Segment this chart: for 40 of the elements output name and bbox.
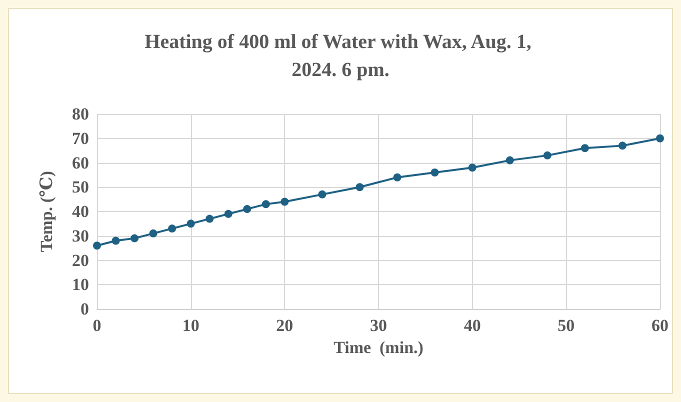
point — [243, 205, 252, 214]
y-tick-label: 40 — [72, 202, 89, 221]
x-tick-label: 0 — [92, 316, 102, 335]
x-axis-title: Time (min.) — [334, 338, 424, 357]
x-tick-label: 50 — [558, 316, 575, 335]
point — [468, 164, 476, 172]
y-tick-label: 10 — [72, 275, 89, 294]
y-tick-label: 60 — [72, 153, 89, 172]
y-tick-label: 50 — [72, 178, 89, 197]
point — [93, 242, 101, 250]
point — [356, 183, 364, 192]
y-tick-label: 0 — [80, 300, 89, 318]
point — [112, 236, 120, 245]
point — [656, 134, 664, 142]
point — [580, 144, 589, 152]
point — [186, 220, 195, 228]
x-tick-label: 40 — [464, 316, 481, 335]
point — [130, 234, 139, 242]
x-tick-label: 60 — [652, 316, 668, 335]
point — [224, 210, 232, 218]
y-tick-label: 30 — [72, 226, 89, 246]
x-tick-label: 30 — [370, 316, 387, 335]
y-tick-label: 20 — [72, 250, 89, 270]
x-tick-label: 10 — [182, 316, 200, 335]
point — [262, 200, 270, 208]
point — [280, 198, 289, 206]
point — [430, 168, 439, 176]
x-tick-label: 20 — [276, 316, 294, 335]
point — [206, 214, 214, 223]
y-axis-title: Temp. (℃) — [37, 170, 56, 252]
y-tick-label: 80 — [72, 104, 89, 124]
point — [393, 173, 402, 182]
chart-title: Heating of 400 ml of Water with Wax, Aug. 1, 2024. 6 pm. — [144, 31, 536, 81]
y-tick-label: 70 — [72, 128, 89, 148]
point — [543, 151, 552, 160]
point — [168, 224, 176, 233]
point — [149, 229, 158, 238]
point — [318, 190, 326, 198]
point — [506, 156, 514, 164]
point — [618, 142, 626, 150]
